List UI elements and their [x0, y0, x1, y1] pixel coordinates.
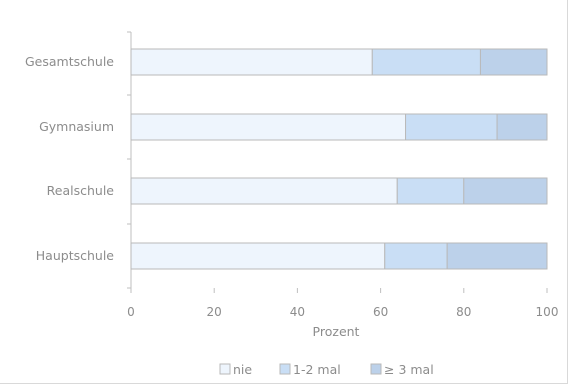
bar-hauptschule-series-2	[384, 242, 448, 270]
bar-gymnasium-series-2	[405, 113, 498, 141]
x-tick-label-100: 100	[536, 305, 559, 319]
bar-gesamtschule-series-2	[371, 48, 481, 76]
bar-realschule-series-1	[130, 177, 398, 205]
x-axis	[130, 288, 548, 293]
bar-gymnasium-series-3	[496, 113, 548, 141]
legend-swatch-3	[370, 363, 382, 375]
category-label-gesamtschule: Gesamtschule	[25, 54, 114, 69]
bar-gymnasium-series-1	[130, 113, 407, 141]
category-label-realschule: Realschule	[47, 183, 115, 198]
legend-swatch-1	[219, 363, 231, 375]
bar-realschule-series-2	[396, 177, 465, 205]
legend: nie 1-2 mal ≥ 3 mal	[219, 362, 434, 377]
category-label-hauptschule: Hauptschule	[36, 248, 115, 263]
bar-hauptschule-series-1	[130, 242, 386, 270]
x-tick-label-0: 0	[127, 305, 135, 319]
x-tick-labels: 0 20 40 60 80 100	[127, 305, 558, 319]
y-axis	[127, 31, 132, 289]
bar-gesamtschule-series-3	[479, 48, 548, 76]
bars-group	[130, 48, 548, 270]
x-tick-label-40: 40	[290, 305, 305, 319]
x-axis-title: Prozent	[313, 324, 360, 339]
category-label-gymnasium: Gymnasium	[39, 119, 114, 134]
bar-realschule-series-3	[463, 177, 548, 205]
legend-label-1: nie	[233, 362, 252, 377]
legend-label-2: 1-2 mal	[293, 362, 341, 377]
legend-label-3: ≥ 3 mal	[384, 362, 434, 377]
legend-swatch-2	[279, 363, 291, 375]
bar-gesamtschule-series-1	[130, 48, 373, 76]
x-tick-label-20: 20	[207, 305, 222, 319]
x-tick-label-60: 60	[373, 305, 388, 319]
bar-hauptschule-series-3	[446, 242, 548, 270]
category-labels: Gesamtschule Gymnasium Realschule Hauptschu…	[25, 54, 114, 263]
x-tick-label-80: 80	[456, 305, 471, 319]
